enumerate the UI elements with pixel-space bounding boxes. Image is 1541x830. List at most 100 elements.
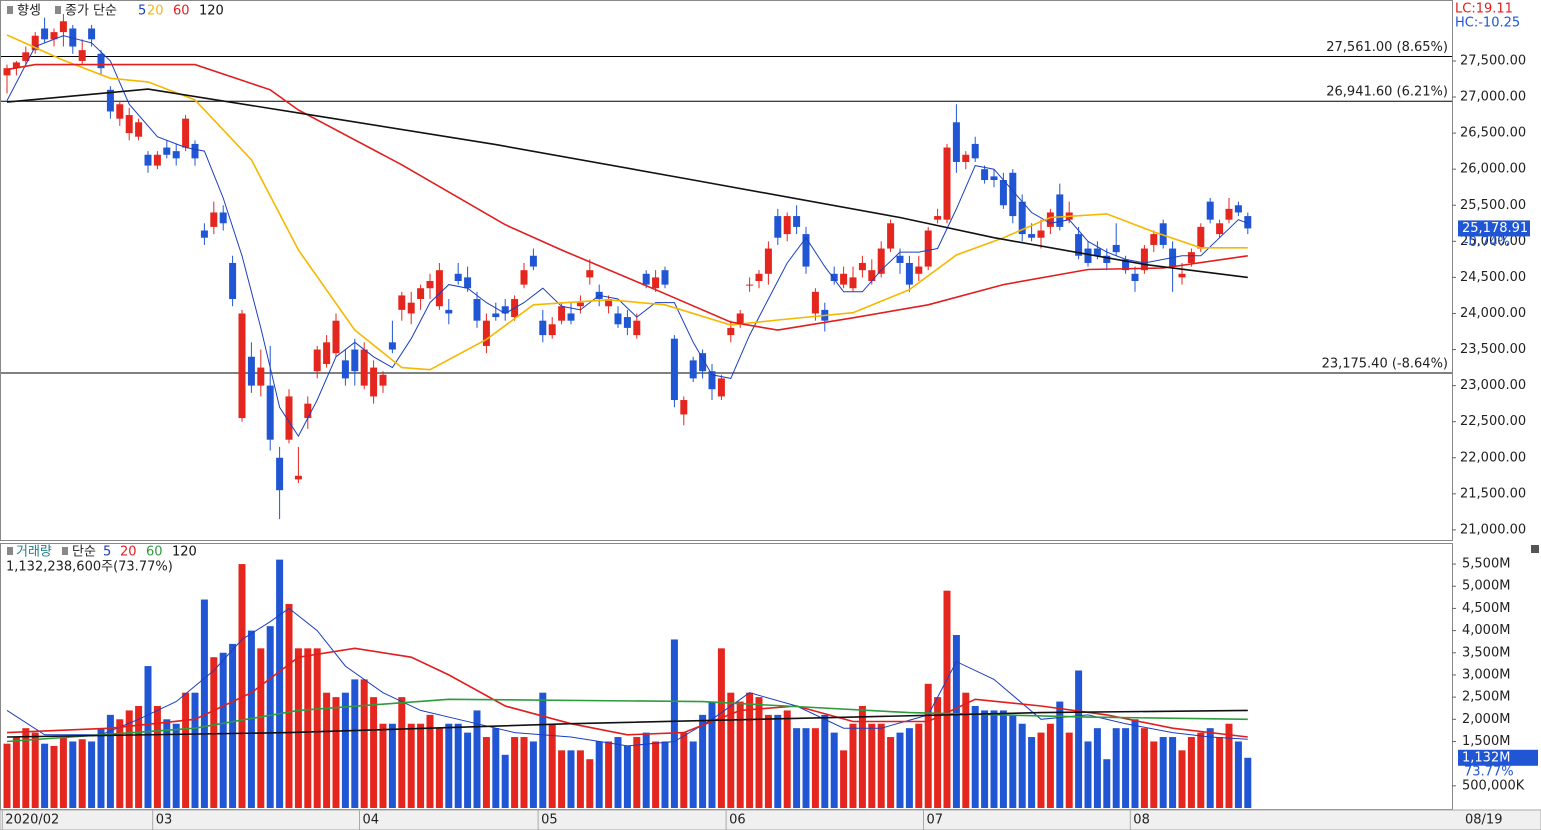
candle-body [1018,201,1026,235]
volume-bar [1206,728,1214,808]
candle-body [905,262,913,285]
y-tick-label: 4,500M [1462,601,1510,616]
volume-bar [586,759,594,808]
candle-body [623,317,631,328]
candle-body [97,53,105,69]
volume-bar [896,732,904,808]
volume-bar [379,723,387,808]
volume-bar [473,710,481,808]
legend-square [7,547,13,555]
volume-bar [482,737,490,808]
volume-bar [943,590,951,808]
volume-bar [435,728,443,808]
candle-body [586,270,594,278]
y-tick-label: 26,000.00 [1460,162,1526,177]
volume-bar [990,710,998,808]
volume-bar [774,714,782,808]
candle-body [69,28,77,47]
y-tick-label: 4,000M [1462,623,1510,638]
volume-bar [332,697,340,808]
volume-bar [417,723,425,808]
candle-body [191,143,199,159]
candle-body [332,320,340,354]
candle-body [1046,212,1054,227]
volume-bar [567,750,575,808]
candle-body [849,277,857,289]
last-volume-box [1458,749,1538,766]
candle-body [1131,273,1139,282]
candle-body [924,230,932,267]
x-tick-label: 2020/02 [5,813,59,828]
legend-square [55,6,61,14]
candle-body [858,262,866,271]
candle-body [50,32,58,40]
volume-bar [642,732,650,808]
candle-body [736,313,744,325]
candle-body [1150,234,1158,245]
volume-bar [999,710,1007,808]
volume-bar [135,705,143,808]
volume-bar [1084,741,1092,808]
volume-bar [717,648,725,808]
volume-bar [793,728,801,808]
candle-body [1075,234,1083,256]
candle-body [868,270,876,282]
candle-body [605,299,613,307]
volume-bar [605,741,613,808]
volume-bar [31,732,39,808]
candle-body [482,320,490,346]
candle-body [981,169,989,180]
legend-entry: 60 [146,545,163,560]
y-tick-label: 25,500.00 [1460,198,1526,213]
candle-body [802,234,810,267]
volume-bar [1056,701,1064,808]
volume-bar [22,728,30,808]
volume-panel [0,543,1453,810]
legend-entry: 120 [199,4,224,19]
volume-bar [755,697,763,808]
volume-bar [1009,714,1017,808]
candle-body [558,306,566,321]
candle-body [153,154,161,166]
reference-label: 23,175.40 (-8.64%) [1322,356,1448,371]
candle-body [567,313,575,321]
candle-body [219,212,227,224]
candle-body [276,457,284,491]
volume-bar [1197,732,1205,808]
volume-bar [924,683,932,808]
volume-bar [1244,757,1252,808]
volume-bar [877,723,885,808]
price-title: 향셍 [17,4,41,19]
volume-bar [558,750,566,808]
candle-body [755,273,763,282]
volume-bar [934,697,942,808]
candle-body [473,299,481,321]
volume-bar [633,737,641,808]
candle-body [1056,194,1064,227]
volume-bar [1065,732,1073,808]
candle-body [22,52,30,61]
volume-bar [887,737,895,808]
corner-label: HC:-10.25 [1455,16,1520,31]
candle-body [1112,244,1120,253]
candle-body [200,230,208,238]
candle-body [210,212,218,227]
candle-body [379,374,387,386]
volume-bar [1112,728,1120,808]
candle-body [464,277,472,289]
candle-body [652,277,660,289]
volume-bar [116,719,124,808]
volume-bar [727,692,735,808]
candle-body [934,216,942,220]
volume-bar [858,705,866,808]
candle-body [501,306,509,314]
candle-body [247,356,255,386]
candle-body [576,302,584,307]
volume-bar [1216,737,1224,808]
candle-body [774,216,782,238]
y-tick-label: 27,000.00 [1460,90,1526,105]
candle-body [135,122,143,137]
candle-body [1093,248,1101,256]
legend-entry: 120 [172,545,197,560]
candle-body [1009,172,1017,217]
